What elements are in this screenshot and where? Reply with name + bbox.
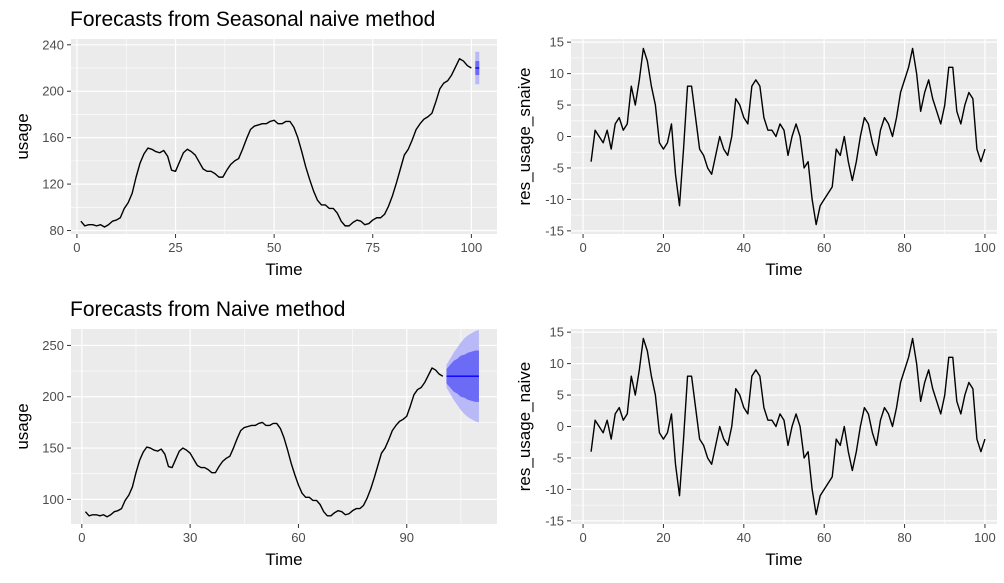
- y-tick-label: 160: [42, 130, 64, 145]
- x-tick-label: 50: [267, 240, 281, 255]
- x-axis-label: Time: [765, 550, 802, 569]
- x-tick-label: 75: [366, 240, 380, 255]
- chart-seasonal-naive-forecast: Forecasts from Seasonal naive method 80 1…: [13, 8, 497, 279]
- x-axis-label: Time: [265, 550, 302, 569]
- chart-res-usage-naive: -15 -10 -5 0 5 10 15 0 20 40 60 80 100 Time res_usage_…: [515, 325, 997, 569]
- y-tick-label: -15: [545, 223, 564, 238]
- series-line: [590, 337, 986, 516]
- y-tick-label: 10: [550, 356, 564, 371]
- y-tick-label: -10: [545, 192, 564, 207]
- series-line: [84, 367, 444, 518]
- x-tick-label: 90: [400, 530, 414, 545]
- x-tick-label: 25: [168, 240, 182, 255]
- chart-title: Forecasts from Naive method: [70, 298, 345, 321]
- y-tick-label: 200: [42, 84, 64, 99]
- y-tick-label: 15: [550, 325, 564, 340]
- x-tick-label: 20: [656, 530, 670, 545]
- x-tick-label: 100: [974, 530, 996, 545]
- x-tick-label: 80: [897, 240, 911, 255]
- y-tick-label: 10: [550, 66, 564, 81]
- plot-panel: [71, 39, 497, 234]
- y-tick-label: 200: [42, 389, 64, 404]
- y-tick-label: 100: [42, 492, 64, 507]
- x-tick-label: 0: [579, 240, 586, 255]
- y-tick-label: -5: [552, 450, 564, 465]
- x-tick-label: 60: [291, 530, 305, 545]
- x-tick-label: 20: [656, 240, 670, 255]
- series-line: [590, 47, 986, 226]
- y-tick-label: 0: [557, 419, 564, 434]
- x-axis-label: Time: [265, 260, 302, 279]
- x-tick-label: 100: [974, 240, 996, 255]
- y-tick-label: -5: [552, 160, 564, 175]
- y-tick-label: 15: [550, 35, 564, 50]
- x-tick-label: 60: [817, 240, 831, 255]
- y-tick-label: -10: [545, 482, 564, 497]
- x-tick-label: 80: [897, 530, 911, 545]
- series-line: [80, 58, 472, 228]
- chart-naive-forecast: Forecasts from Naive method 100 150 200 250…: [13, 298, 497, 569]
- x-tick-label: 0: [78, 530, 85, 545]
- y-tick-label: 5: [557, 98, 564, 113]
- plot-panel: [71, 329, 497, 524]
- chart-res-usage-snaive: -15 -10 -5 0 5 10 15 0 20 40 60 80 100 Time res_usage_…: [515, 35, 997, 279]
- y-tick-label: 240: [42, 37, 64, 52]
- x-tick-label: 30: [183, 530, 197, 545]
- y-axis-label: res_usage_naive: [515, 362, 534, 491]
- x-tick-label: 40: [737, 530, 751, 545]
- x-tick-label: 0: [73, 240, 80, 255]
- x-tick-label: 60: [817, 530, 831, 545]
- y-tick-label: 0: [557, 129, 564, 144]
- x-axis-label: Time: [765, 260, 802, 279]
- y-tick-label: 5: [557, 388, 564, 403]
- y-tick-label: -15: [545, 513, 564, 528]
- chart-title: Forecasts from Seasonal naive method: [70, 8, 435, 31]
- y-axis-label: res_usage_snaive: [515, 68, 534, 206]
- x-tick-label: 40: [737, 240, 751, 255]
- y-tick-label: 120: [42, 177, 64, 192]
- y-tick-label: 80: [50, 223, 64, 238]
- y-tick-label: 250: [42, 338, 64, 353]
- y-axis-label: usage: [13, 403, 32, 449]
- y-axis-label: usage: [13, 113, 32, 159]
- x-tick-label: 0: [579, 530, 586, 545]
- y-tick-label: 150: [42, 441, 64, 456]
- x-tick-label: 100: [461, 240, 483, 255]
